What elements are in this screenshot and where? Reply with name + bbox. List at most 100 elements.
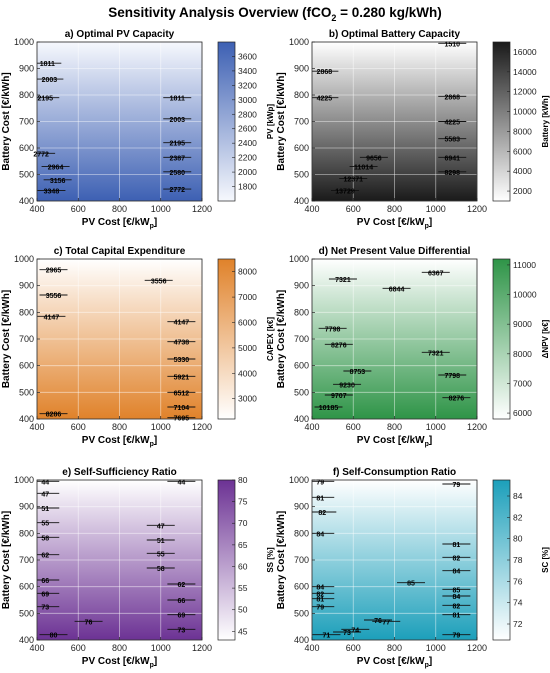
y-tick-label: 600 [19,143,34,153]
contour-label: 1510 [444,41,460,48]
contour-label: 47 [157,523,165,530]
contour-label: 76 [85,619,93,626]
x-tick-label: 800 [112,643,127,653]
contour-label: 81 [316,495,324,502]
contour-label: 69 [177,613,185,620]
contour-label: 4147 [44,314,60,321]
colorbar-tick-label: 7000 [513,378,532,388]
contour-label: 6844 [389,286,405,293]
contour-label: 73 [177,627,185,634]
contour-label: 44 [177,479,185,486]
colorbar-tick-label: 8000 [513,349,532,359]
x-tick-label: 800 [387,422,402,432]
colorbar-tick-label: 10000 [513,290,537,300]
x-tick-label: 400 [304,422,319,432]
contour-label: 66 [177,598,185,605]
colorbar-label: SS [%] [266,547,275,573]
contour-label: 7798 [325,326,341,333]
colorbar-tick-label: 55 [238,583,248,593]
x-tick-label: 800 [112,204,127,214]
x-tick-label: 1200 [467,422,487,432]
colorbar-tick-label: 6000 [238,317,257,327]
contour-label: 9230 [339,382,355,389]
contour-label: 7321 [428,350,444,357]
y-tick-label: 700 [19,555,34,565]
colorbar-tick-label: 8000 [513,126,532,136]
y-tick-label: 500 [294,608,309,618]
x-tick-label: 400 [29,643,44,653]
contour-label: 84 [452,569,460,576]
contour-label: 81 [452,542,460,549]
y-tick-label: 1000 [289,37,309,47]
contour-label: 73 [41,605,49,612]
y-tick-label: 400 [19,635,34,645]
contour-label: 62 [41,553,49,560]
colorbar-tick-label: 9000 [513,319,532,329]
contour-label: 7321 [335,277,351,284]
contour-label: 2965 [46,268,62,275]
contour-label: 2964 [48,165,64,172]
contour-label: 77 [382,619,390,626]
contour-label: 6367 [428,270,444,277]
x-tick-label: 400 [304,204,319,214]
y-tick-label: 800 [19,307,34,317]
colorbar-tick-label: 3600 [238,51,257,61]
x-tick-label: 1200 [192,204,212,214]
y-tick-label: 800 [19,528,34,538]
colorbar-tick-label: 76 [513,576,523,586]
contour-label: 2580 [169,170,185,177]
x-tick-label: 600 [346,643,361,653]
contour-label: 9707 [331,393,347,400]
x-tick-label: 400 [304,643,319,653]
x-axis-label: PV Cost [€/kWp] [82,435,157,448]
contour-label: 82 [452,603,460,610]
colorbar-tick-label: 74 [513,598,523,608]
x-tick-label: 1200 [192,643,212,653]
x-tick-label: 1200 [467,643,487,653]
colorbar-label: CAPEX [k€] [266,317,275,361]
contour-label: 69 [41,591,49,598]
contour-label: 2195 [169,141,185,148]
y-axis-label: Battery Cost [€/kWh] [276,72,287,170]
contour-label: 85 [407,581,415,588]
y-tick-label: 600 [294,361,309,371]
y-tick-label: 600 [294,143,309,153]
colorbar-tick-label: 5000 [238,343,257,353]
colorbar [217,479,236,641]
y-tick-label: 500 [294,170,309,180]
colorbar-tick-label: 70 [238,518,248,528]
y-tick-label: 700 [294,334,309,344]
contour-label: 5921 [174,374,190,381]
y-tick-label: 400 [294,635,309,645]
y-tick-label: 400 [294,196,309,206]
contour-label: 1811 [40,61,55,68]
y-tick-label: 400 [19,414,34,424]
contour-label: 6512 [174,390,190,397]
panel-b: 1510 2868 4225 2868 4225 5583 6941 8298 9656 1101… [276,29,550,230]
colorbar-tick-label: 6000 [513,146,532,156]
contour-label: 8276 [449,396,465,403]
x-tick-label: 1000 [426,204,446,214]
contour-label: 13729 [335,188,355,195]
colorbar-tick-label: 45 [238,626,248,636]
x-tick-label: 800 [387,643,402,653]
y-tick-label: 800 [294,90,309,100]
colorbar [217,41,236,202]
colorbar-tick-label: 2000 [513,186,532,196]
colorbar-tick-label: 16000 [513,47,537,57]
contour-label: 79 [452,482,460,489]
contour-label: 55 [157,551,165,558]
colorbar-tick-label: 84 [513,491,523,501]
contour-label: 7798 [444,373,460,380]
panel-c: 2965 3556 4147 3556 4147 4738 5330 5921 6512 7104… [1,246,275,448]
colorbar-label: PV [kWp] [266,104,275,139]
x-tick-label: 1000 [426,643,446,653]
colorbar-tick-label: 11000 [513,260,536,270]
colorbar-tick-label: 2800 [238,109,257,119]
contour-label: 4225 [317,96,333,103]
contour-label: 2772 [33,151,49,158]
x-tick-label: 600 [346,422,361,432]
contour-label: 82 [316,591,324,598]
contour-label: 9656 [366,155,382,162]
